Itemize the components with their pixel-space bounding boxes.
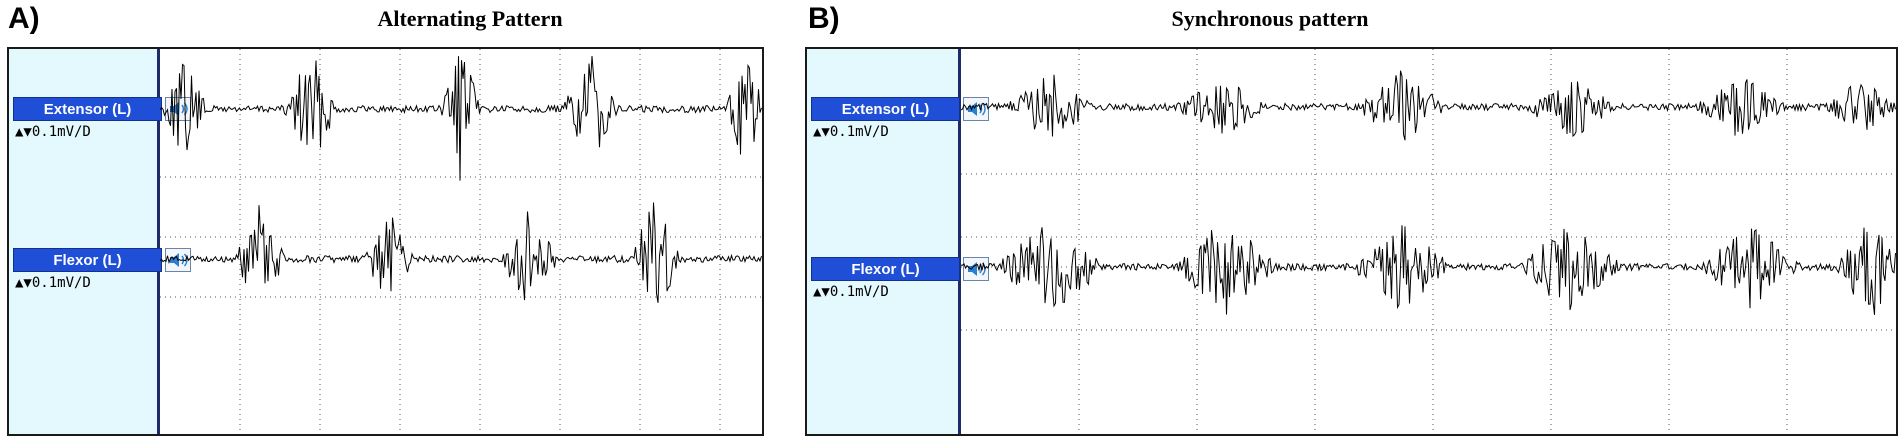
channel-label-button[interactable]: Flexor (L) <box>811 257 960 281</box>
panel-a-channel-sidebar: Extensor (L) ▲▼0.1mV/D Flexor (L) ▲▼0.1m… <box>9 49 191 434</box>
speaker-icon[interactable] <box>165 248 191 272</box>
panel-b-title: Synchronous pattern <box>1171 6 1369 31</box>
flexor-trace <box>961 225 1896 315</box>
channel-label-button[interactable]: Flexor (L) <box>13 248 162 272</box>
channel-scale-readout[interactable]: ▲▼0.1mV/D <box>813 124 889 140</box>
panel-b-frame: Extensor (L) ▲▼0.1mV/D Flexor (L) ▲▼0.1m… <box>805 47 1898 436</box>
channel-scale-readout[interactable]: ▲▼0.1mV/D <box>15 275 91 291</box>
extensor-trace <box>961 70 1896 141</box>
panel-a-frame: Extensor (L) ▲▼0.1mV/D Flexor (L) ▲▼0.1m… <box>7 47 764 436</box>
channel-scale-readout[interactable]: ▲▼0.1mV/D <box>813 284 889 300</box>
panel-b-emg-traces <box>961 49 1896 434</box>
panel-a-emg-traces <box>160 49 762 434</box>
panel-a-title: Alternating Pattern <box>377 6 563 31</box>
extensor-trace <box>160 55 762 181</box>
panel-a-letter: A) <box>8 2 40 35</box>
channel-label-button[interactable]: Extensor (L) <box>13 97 162 121</box>
panel-b-channel-sidebar: Extensor (L) ▲▼0.1mV/D Flexor (L) ▲▼0.1m… <box>807 49 989 434</box>
channel-scale-readout[interactable]: ▲▼0.1mV/D <box>15 124 91 140</box>
panel-b-letter: B) <box>808 2 840 35</box>
panel-b-emg-plot <box>961 49 1896 434</box>
flexor-trace <box>160 202 762 303</box>
channel-label-button[interactable]: Extensor (L) <box>811 97 960 121</box>
panel-a-emg-plot <box>160 49 762 434</box>
